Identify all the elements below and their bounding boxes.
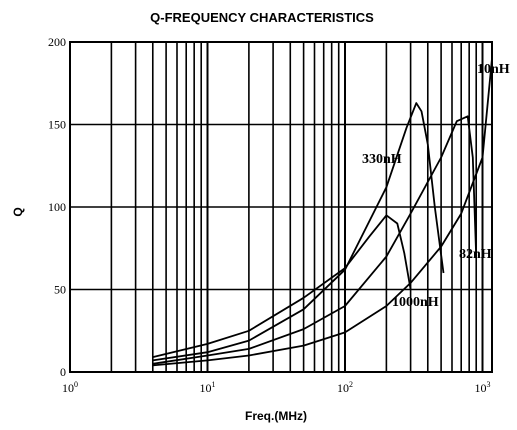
series-labels: 10nH 82nH 330nH 1000nH	[362, 62, 510, 310]
series-label-82nH: 82nH	[459, 247, 492, 262]
series-line-82nH	[152, 115, 478, 365]
series-label-1000nH: 1000nH	[392, 295, 439, 310]
y-tick-label: 150	[48, 118, 66, 132]
plot-frame	[69, 41, 493, 373]
y-axis-label: Q	[11, 207, 25, 216]
series-line-10nH	[152, 58, 493, 367]
x-tick-label: 102	[337, 380, 353, 395]
y-tick-labels: 0 50 100 150 200	[48, 35, 66, 379]
series-label-10nH: 10nH	[477, 62, 510, 77]
y-tick-label: 0	[60, 365, 66, 379]
series-line-330nH	[152, 102, 445, 362]
series-label-330nH: 330nH	[362, 152, 402, 167]
series-line-1000nH	[152, 214, 412, 358]
x-tick-label: 100	[62, 380, 78, 395]
y-tick-label: 100	[48, 200, 66, 214]
chart-title: Q-FREQUENCY CHARACTERISTICS	[150, 10, 374, 25]
y-tick-label: 200	[48, 35, 66, 49]
x-tick-label: 103	[475, 380, 491, 395]
x-tick-label: 101	[200, 380, 216, 395]
y-tick-label: 50	[54, 283, 66, 297]
curves	[152, 58, 493, 367]
x-tick-labels: 100 101 102 103	[62, 380, 491, 395]
x-axis-label: Freq.(MHz)	[245, 409, 307, 423]
